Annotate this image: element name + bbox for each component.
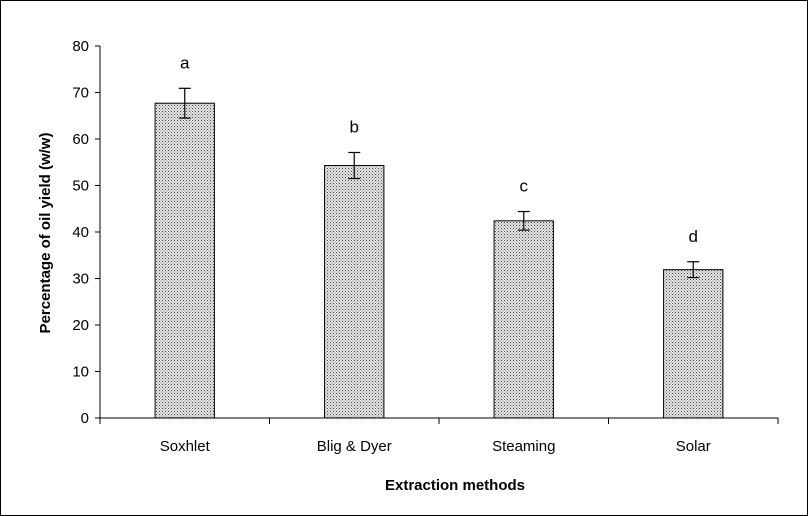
significance-letter-4: d (689, 227, 698, 246)
bar-1 (154, 102, 215, 419)
bar-4 (663, 269, 724, 419)
y-tick-label: 80 (72, 38, 89, 55)
y-tick-label: 70 (72, 85, 89, 102)
y-tick-label: 40 (72, 224, 89, 241)
y-axis-title: Percentage of oil yield (w/w) (37, 133, 54, 334)
error-bar-3 (517, 210, 530, 231)
x-tick-label-3: Steaming (492, 438, 555, 455)
y-tick-label: 0 (81, 410, 89, 427)
y-tick-label: 10 (72, 364, 89, 381)
x-tick-label-4: Solar (676, 438, 711, 455)
bar-3 (493, 220, 554, 419)
y-tick-label: 50 (72, 178, 89, 195)
y-tick-label: 20 (72, 317, 89, 334)
y-tick-label: 60 (72, 131, 89, 148)
x-tick-label-1: Soxhlet (160, 438, 211, 455)
x-tick-label-2: Blig & Dyer (317, 438, 392, 455)
bar-2 (324, 165, 385, 419)
significance-letter-3: c (520, 177, 529, 196)
significance-letter-2: b (350, 117, 359, 136)
y-tick-label: 30 (72, 271, 89, 288)
error-bar-4 (687, 261, 700, 279)
x-axis-title: Extraction methods (385, 477, 525, 494)
significance-letter-1: a (180, 53, 190, 72)
error-bar-1 (178, 87, 191, 119)
error-bar-2 (348, 151, 361, 180)
